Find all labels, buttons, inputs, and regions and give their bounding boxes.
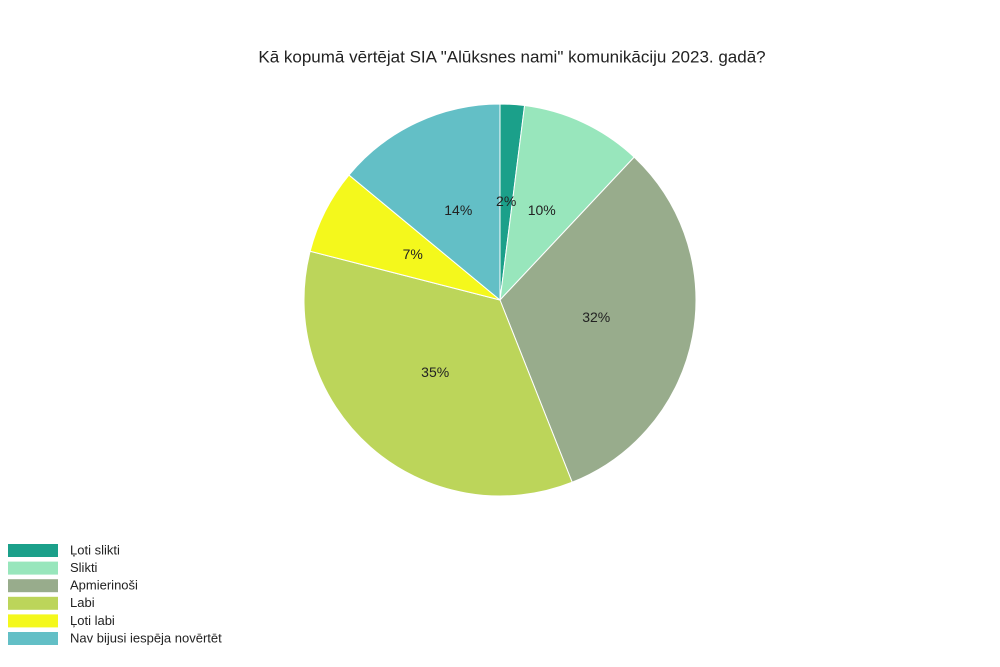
legend-swatch	[8, 561, 58, 575]
legend-swatch	[8, 614, 58, 628]
pie-slice	[499, 104, 635, 302]
legend-label: Labi	[70, 595, 95, 610]
slice-label: 14%	[444, 202, 472, 218]
legend-swatch	[8, 544, 58, 557]
chart-title: Kā kopumā vērtējat SIA "Alūksnes nami" k…	[258, 47, 765, 66]
legend-label: Ļoti labi	[70, 613, 115, 628]
legend-label: Nav bijusi iespēja novērtēt	[70, 630, 222, 645]
pie-slice	[303, 250, 573, 497]
legend-swatch	[8, 579, 58, 593]
legend-label: Ļoti slikti	[70, 542, 120, 557]
legend-swatch	[8, 632, 58, 645]
legend-label: Slikti	[70, 560, 98, 575]
pie-slice	[499, 156, 697, 483]
pie-slice	[348, 103, 501, 302]
slice-label: 10%	[528, 202, 556, 218]
legend-swatch	[8, 596, 58, 610]
slice-label: 7%	[403, 246, 423, 262]
slice-label: 2%	[496, 193, 516, 209]
slice-label: 35%	[421, 364, 449, 380]
slice-label: 32%	[582, 309, 610, 325]
legend-label: Apmierinoši	[70, 578, 138, 593]
